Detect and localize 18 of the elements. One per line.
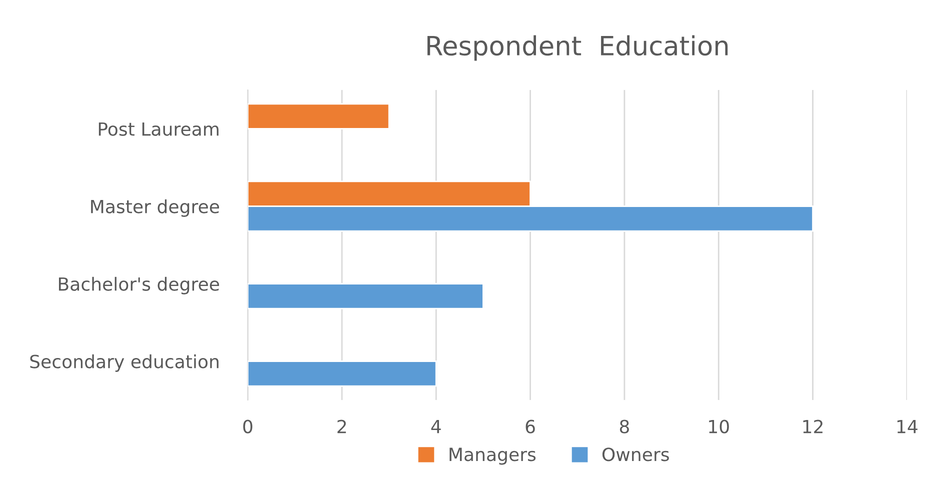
y-tick-label: Post Lauream [98,122,218,136]
x-tick-label: 4 [431,420,441,434]
y-tick-label: Master degree [91,199,220,217]
y-tick-label: Bachelor's degree [58,276,220,294]
legend-label: Owners [602,448,669,462]
bar [248,103,390,130]
y-tick-label: Secondary education [30,354,218,372]
x-tick-label: 10 [709,420,729,434]
x-tick-label: 12 [803,420,822,434]
x-tick-label: 0 [243,420,252,434]
bar [248,283,484,310]
x-tick-label: 14 [897,420,918,434]
legend-label: Managers [450,448,536,465]
chart-title: Respondent Education [427,35,728,61]
x-tick-label: 6 [526,420,535,434]
bar [248,360,437,387]
x-tick-label: 8 [620,420,629,434]
x-tick-label: 2 [338,420,346,434]
